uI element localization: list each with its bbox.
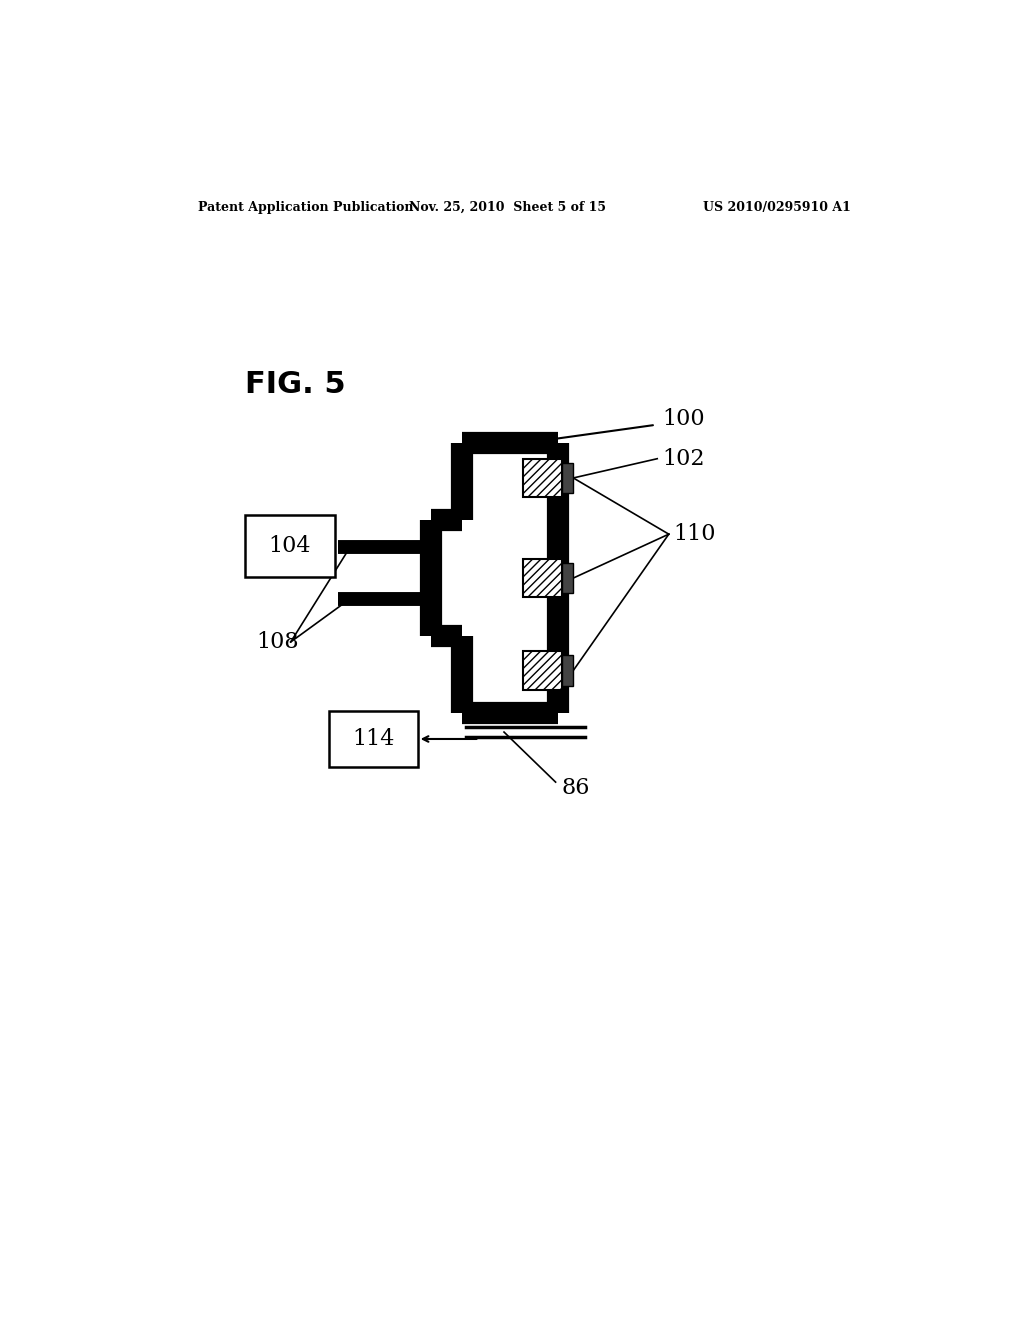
Text: 100: 100	[662, 408, 705, 430]
Bar	[562, 462, 573, 494]
Bar	[245, 515, 336, 577]
Text: Nov. 25, 2010  Sheet 5 of 15: Nov. 25, 2010 Sheet 5 of 15	[410, 201, 606, 214]
Bar	[562, 655, 573, 686]
Text: 86: 86	[562, 777, 590, 799]
Text: 110: 110	[674, 523, 716, 545]
Bar	[330, 711, 418, 767]
Bar	[523, 558, 562, 597]
Bar	[523, 651, 562, 689]
Bar	[523, 459, 562, 498]
Bar	[562, 562, 573, 594]
Text: 104: 104	[268, 535, 311, 557]
Text: 102: 102	[662, 447, 705, 470]
Text: FIG. 5: FIG. 5	[245, 370, 345, 399]
Text: US 2010/0295910 A1: US 2010/0295910 A1	[703, 201, 851, 214]
Text: 108: 108	[256, 631, 299, 653]
Text: 104: 104	[290, 535, 333, 557]
Text: 114: 114	[352, 729, 394, 750]
Text: 114: 114	[367, 729, 410, 750]
Text: Patent Application Publication: Patent Application Publication	[199, 201, 414, 214]
